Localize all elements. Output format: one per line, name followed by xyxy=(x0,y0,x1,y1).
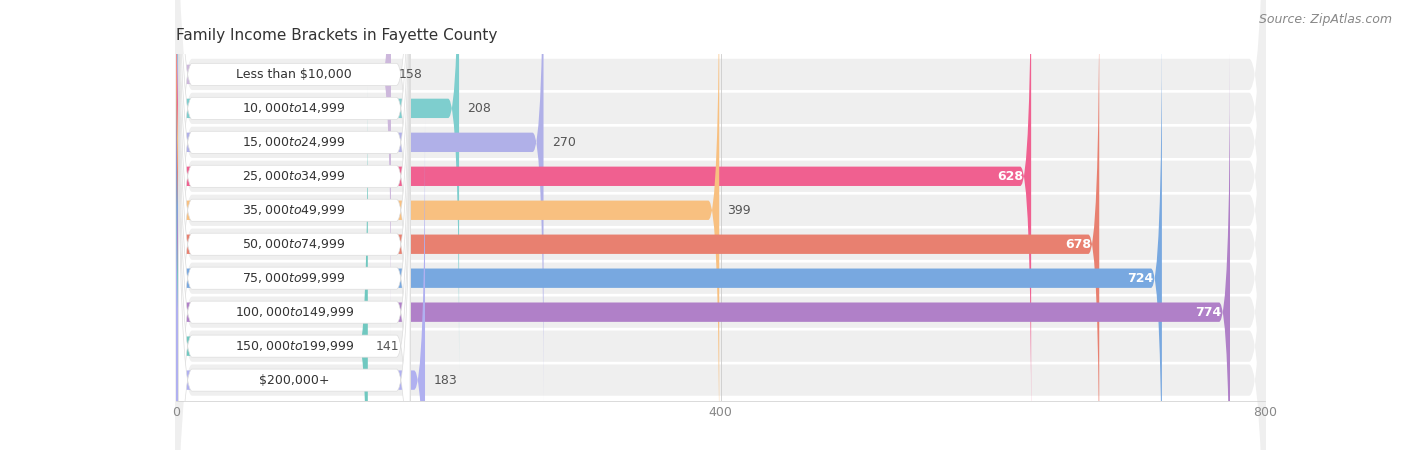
Text: Family Income Brackets in Fayette County: Family Income Brackets in Fayette County xyxy=(176,28,498,43)
Text: 774: 774 xyxy=(1195,306,1222,319)
Text: $100,000 to $149,999: $100,000 to $149,999 xyxy=(235,305,354,319)
FancyBboxPatch shape xyxy=(179,18,411,450)
FancyBboxPatch shape xyxy=(179,0,411,450)
Text: $75,000 to $99,999: $75,000 to $99,999 xyxy=(242,271,346,285)
FancyBboxPatch shape xyxy=(176,16,1161,450)
Text: 270: 270 xyxy=(551,136,575,149)
FancyBboxPatch shape xyxy=(179,0,411,450)
Text: Less than $10,000: Less than $10,000 xyxy=(236,68,352,81)
FancyBboxPatch shape xyxy=(176,0,1265,450)
FancyBboxPatch shape xyxy=(179,51,411,450)
FancyBboxPatch shape xyxy=(179,0,411,437)
FancyBboxPatch shape xyxy=(179,0,411,450)
FancyBboxPatch shape xyxy=(176,0,1265,450)
Text: Source: ZipAtlas.com: Source: ZipAtlas.com xyxy=(1258,14,1392,27)
Text: 724: 724 xyxy=(1128,272,1154,285)
Text: 158: 158 xyxy=(399,68,423,81)
FancyBboxPatch shape xyxy=(176,0,1265,450)
FancyBboxPatch shape xyxy=(176,0,391,337)
Text: 141: 141 xyxy=(375,340,399,353)
Text: 208: 208 xyxy=(467,102,491,115)
FancyBboxPatch shape xyxy=(179,0,411,450)
FancyBboxPatch shape xyxy=(179,0,411,450)
FancyBboxPatch shape xyxy=(176,0,1031,438)
FancyBboxPatch shape xyxy=(176,0,1265,450)
Text: 399: 399 xyxy=(727,204,751,217)
Text: $200,000+: $200,000+ xyxy=(259,374,329,387)
FancyBboxPatch shape xyxy=(176,118,425,450)
FancyBboxPatch shape xyxy=(176,0,1265,450)
Text: $150,000 to $199,999: $150,000 to $199,999 xyxy=(235,339,354,353)
Text: $10,000 to $14,999: $10,000 to $14,999 xyxy=(242,101,346,115)
FancyBboxPatch shape xyxy=(179,0,411,450)
Text: $50,000 to $74,999: $50,000 to $74,999 xyxy=(242,237,346,251)
FancyBboxPatch shape xyxy=(176,0,460,370)
FancyBboxPatch shape xyxy=(176,0,1265,450)
Text: 678: 678 xyxy=(1066,238,1091,251)
FancyBboxPatch shape xyxy=(176,84,368,450)
FancyBboxPatch shape xyxy=(176,0,1265,450)
FancyBboxPatch shape xyxy=(179,0,411,403)
FancyBboxPatch shape xyxy=(176,0,1265,450)
Text: $35,000 to $49,999: $35,000 to $49,999 xyxy=(242,203,346,217)
Text: $15,000 to $24,999: $15,000 to $24,999 xyxy=(242,135,346,149)
FancyBboxPatch shape xyxy=(176,50,1230,450)
FancyBboxPatch shape xyxy=(176,0,544,405)
Text: 628: 628 xyxy=(997,170,1024,183)
FancyBboxPatch shape xyxy=(176,0,1265,450)
FancyBboxPatch shape xyxy=(176,0,720,450)
FancyBboxPatch shape xyxy=(176,0,1265,450)
Text: 183: 183 xyxy=(433,374,457,387)
FancyBboxPatch shape xyxy=(176,0,1099,450)
Text: $25,000 to $34,999: $25,000 to $34,999 xyxy=(242,169,346,183)
